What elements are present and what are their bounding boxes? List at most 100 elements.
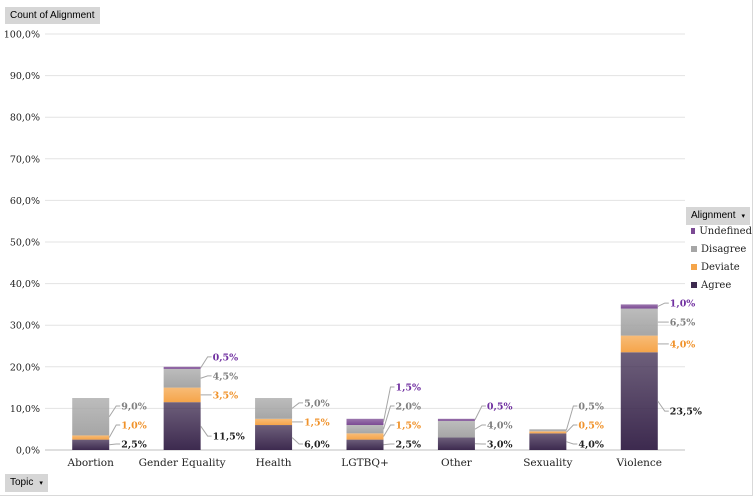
leader-line xyxy=(200,356,212,369)
y-tick-label: 60,0% xyxy=(10,196,40,207)
bar-deviate-sexuality xyxy=(529,431,567,434)
legend-label: Deviate xyxy=(701,261,740,273)
leader-line xyxy=(108,424,121,438)
y-tick-label: 40,0% xyxy=(10,279,40,290)
axis-field-label: Topic xyxy=(10,477,34,488)
data-label: 1,5% xyxy=(304,417,330,428)
bar-disagree-abortion xyxy=(72,398,110,436)
bar-deviate-lgtbq- xyxy=(346,433,384,440)
leader-line xyxy=(657,302,669,307)
data-label: 1,5% xyxy=(396,421,422,432)
x-tick-label: LGTBQ+ xyxy=(341,457,389,469)
leader-line xyxy=(566,441,578,445)
data-label: 11,5% xyxy=(213,432,245,443)
leader-line xyxy=(565,424,578,433)
data-label: 3,5% xyxy=(213,390,239,401)
bar-agree-health xyxy=(255,425,293,450)
leader-line xyxy=(474,424,486,430)
y-tick-label: 90,0% xyxy=(10,71,40,82)
data-label: 1,0% xyxy=(121,421,147,432)
leader-line xyxy=(565,405,578,431)
data-label: 2,5% xyxy=(396,440,422,451)
leader-line xyxy=(474,405,486,421)
bar-deviate-health xyxy=(255,418,293,426)
x-tick-label: Sexuality xyxy=(523,457,572,469)
leader-line xyxy=(200,425,212,437)
data-label: 1,0% xyxy=(670,299,696,310)
bar-undefined-gender-equality xyxy=(163,366,201,369)
bar-agree-violence xyxy=(620,352,658,450)
data-label: 5,0% xyxy=(304,398,330,409)
bar-agree-other xyxy=(437,437,475,450)
legend-swatch xyxy=(691,264,697,270)
dropdown-arrow-icon: ▾ xyxy=(741,213,745,220)
bar-deviate-abortion xyxy=(72,435,110,440)
leader-line xyxy=(291,437,304,445)
legend-label: Agree xyxy=(701,279,732,291)
x-tick-label: Violence xyxy=(616,457,663,469)
leader-line xyxy=(657,400,669,412)
axis-field-button[interactable]: Topic ▾ xyxy=(5,474,48,492)
y-tick-label: 10,0% xyxy=(10,404,40,415)
leader-line xyxy=(291,402,304,409)
data-label: 4,0% xyxy=(578,440,604,451)
bar-undefined-lgtbq- xyxy=(346,418,384,426)
values-field-label: Count of Alignment xyxy=(10,10,95,21)
bar-disagree-health xyxy=(255,398,293,419)
bar-disagree-lgtbq- xyxy=(346,425,384,434)
bar-agree-abortion xyxy=(72,439,110,450)
y-tick-label: 50,0% xyxy=(10,238,40,249)
bar-undefined-violence xyxy=(620,304,658,309)
bar-undefined-other xyxy=(437,418,475,421)
legend-field-button[interactable]: Alignment ▾ xyxy=(686,207,750,225)
y-tick-label: 100,0% xyxy=(4,30,40,41)
y-tick-label: 80,0% xyxy=(10,113,40,124)
data-label: 2,5% xyxy=(121,440,147,451)
data-label: 2,0% xyxy=(396,402,422,413)
legend-field-label: Alignment xyxy=(691,210,736,221)
y-tick-label: 30,0% xyxy=(10,321,40,332)
legend-label: Undefined xyxy=(699,225,752,237)
x-tick-label: Other xyxy=(441,457,473,469)
data-label: 0,5% xyxy=(578,402,604,413)
leader-line xyxy=(383,405,395,430)
bar-agree-lgtbq- xyxy=(346,439,384,450)
x-tick-label: Abortion xyxy=(67,457,115,469)
data-label: 3,0% xyxy=(487,440,513,451)
x-tick-label: Health xyxy=(256,457,292,469)
legend-swatch xyxy=(691,246,697,252)
legend-item-disagree: Disagree xyxy=(686,240,752,258)
legend-item-undefined: Undefined xyxy=(686,222,752,240)
data-label: 23,5% xyxy=(670,407,702,418)
data-label: 0,5% xyxy=(213,352,239,363)
data-label: 0,5% xyxy=(487,402,513,413)
data-label: 0,5% xyxy=(578,421,604,432)
y-tick-label: 70,0% xyxy=(10,154,40,165)
y-tick-label: 20,0% xyxy=(10,362,40,373)
legend-label: Disagree xyxy=(701,243,747,255)
data-label: 6,5% xyxy=(670,318,696,329)
legend-item-deviate: Deviate xyxy=(686,258,752,276)
data-label: 9,0% xyxy=(121,402,147,413)
bar-deviate-gender-equality xyxy=(163,387,201,403)
data-label: 4,5% xyxy=(213,371,239,382)
leader-line xyxy=(108,405,121,417)
leader-line xyxy=(109,443,121,446)
leader-line xyxy=(383,424,395,437)
values-field-button[interactable]: Count of Alignment xyxy=(5,7,100,24)
bar-disagree-gender-equality xyxy=(163,368,201,388)
legend-swatch xyxy=(691,282,697,288)
leader-line xyxy=(200,375,212,379)
bar-disagree-violence xyxy=(620,308,658,336)
bar-disagree-sexuality xyxy=(529,429,567,432)
leader-line xyxy=(383,386,395,423)
data-label: 6,0% xyxy=(304,440,330,451)
bar-agree-gender-equality xyxy=(163,402,201,450)
leader-line xyxy=(383,443,395,446)
chart-legend: Undefined Disagree Deviate Agree xyxy=(686,222,752,294)
y-tick-label: 0,0% xyxy=(16,446,40,457)
x-tick-label: Gender Equality xyxy=(139,457,226,469)
dropdown-arrow-icon: ▾ xyxy=(39,480,43,487)
